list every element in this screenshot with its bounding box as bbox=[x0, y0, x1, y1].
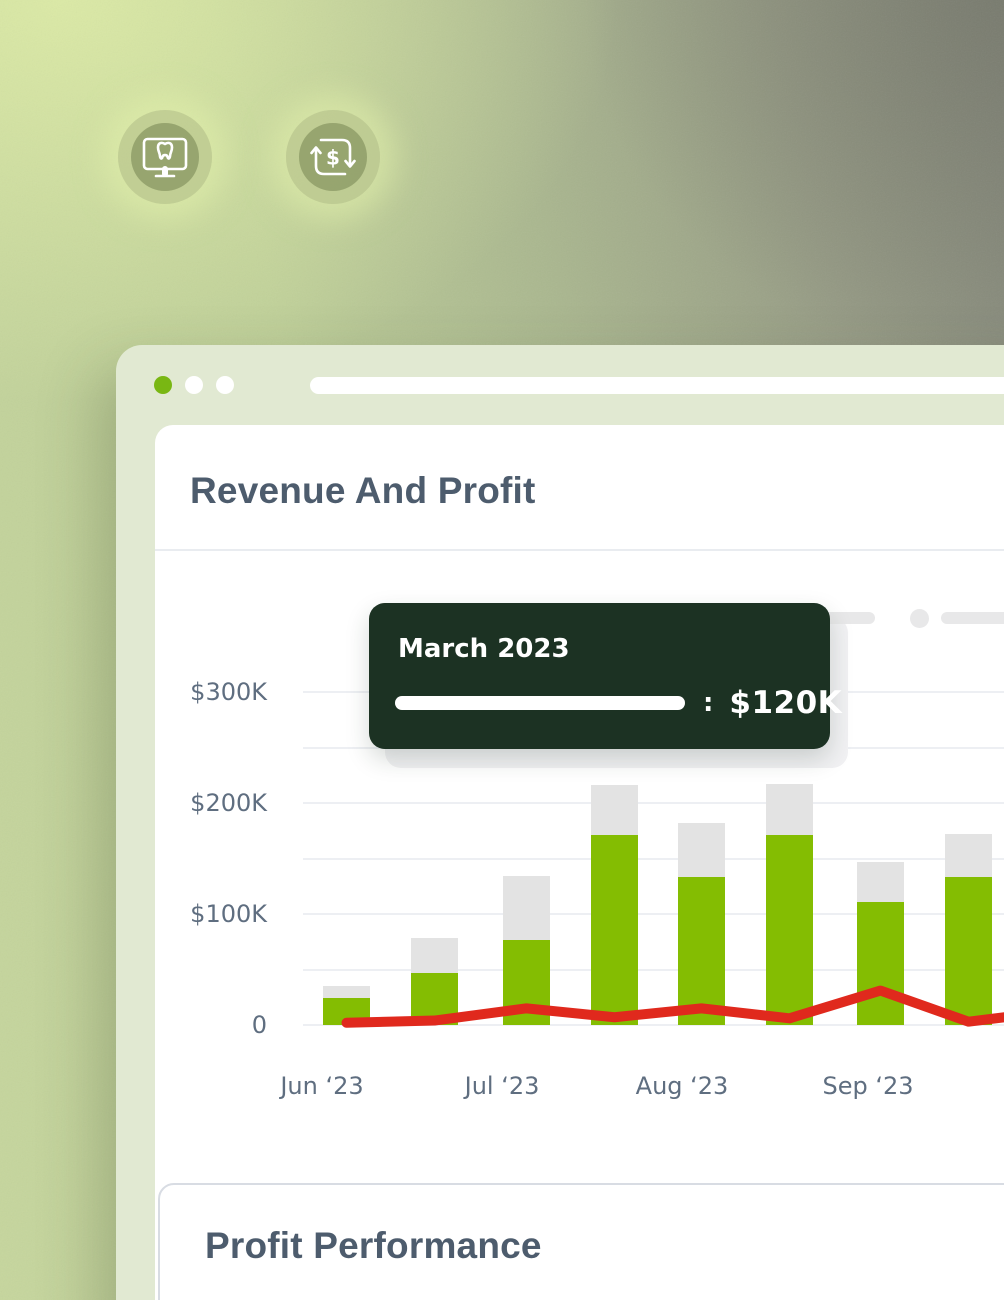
profit-performance-card bbox=[158, 1183, 1004, 1300]
tooltip-value-row: : $120K bbox=[395, 685, 842, 721]
revenue-bar-green-segment bbox=[503, 939, 550, 1025]
x-axis-tick-label: Jul ‘23 bbox=[464, 1072, 540, 1100]
revenue-bar[interactable] bbox=[503, 876, 550, 1025]
chart-gridline bbox=[303, 802, 1004, 804]
revenue-bar[interactable] bbox=[323, 986, 370, 1025]
revenue-bar-green-segment bbox=[411, 972, 458, 1025]
revenue-card-divider bbox=[155, 549, 1004, 551]
tooltip-series-swatch bbox=[395, 696, 685, 710]
dental-monitor-badge bbox=[118, 110, 212, 204]
revenue-bar[interactable] bbox=[411, 938, 458, 1025]
profit-card-title: Profit Performance bbox=[205, 1225, 542, 1266]
revenue-bar-green-segment bbox=[766, 835, 813, 1025]
tooltip-value: $120K bbox=[729, 685, 843, 721]
window-control-dot-1[interactable] bbox=[154, 376, 172, 394]
revenue-bar-green-segment bbox=[857, 901, 904, 1025]
revenue-bar-green-segment bbox=[945, 877, 992, 1025]
currency-sync-icon: $ bbox=[310, 138, 356, 176]
x-axis-tick-label: Jun ‘23 bbox=[280, 1072, 364, 1100]
x-axis-tick-label: Sep ‘23 bbox=[822, 1072, 914, 1100]
dental-monitor-badge-inner bbox=[131, 123, 199, 191]
chart-gridline bbox=[303, 968, 1004, 971]
currency-sync-badge-inner: $ bbox=[299, 123, 367, 191]
window-control-dot-3[interactable] bbox=[216, 376, 234, 394]
revenue-bar[interactable] bbox=[766, 784, 813, 1025]
tooltip-separator: : bbox=[703, 688, 714, 718]
window-control-dot-2[interactable] bbox=[185, 376, 203, 394]
revenue-bar-green-segment bbox=[591, 835, 638, 1025]
revenue-bar[interactable] bbox=[591, 785, 638, 1025]
monitor-tooth-icon bbox=[142, 137, 188, 178]
revenue-bar-green-segment bbox=[323, 998, 370, 1025]
tooltip-title: March 2023 bbox=[398, 634, 570, 664]
y-axis-tick-label: $100K bbox=[190, 900, 267, 928]
chart-gridline bbox=[303, 857, 1004, 860]
svg-text:$: $ bbox=[326, 146, 340, 170]
legend-placeholder-dot bbox=[910, 609, 929, 628]
y-axis-tick-label: $300K bbox=[190, 678, 267, 706]
chart-tooltip: March 2023 : $120K bbox=[369, 603, 842, 749]
y-axis-tick-label: 0 bbox=[251, 1011, 267, 1039]
y-axis-tick-label: $200K bbox=[190, 789, 267, 817]
revenue-bar[interactable] bbox=[945, 834, 992, 1025]
revenue-bar-green-segment bbox=[678, 877, 725, 1025]
currency-sync-badge: $ bbox=[286, 110, 380, 204]
revenue-card-title: Revenue And Profit bbox=[190, 470, 536, 511]
x-axis-tick-label: Aug ‘23 bbox=[635, 1072, 729, 1100]
address-bar[interactable] bbox=[310, 377, 1004, 394]
legend-placeholder-pill-2 bbox=[941, 612, 1004, 624]
revenue-bar[interactable] bbox=[857, 861, 904, 1025]
revenue-bar[interactable] bbox=[678, 822, 725, 1025]
chart-gridline bbox=[303, 913, 1004, 915]
